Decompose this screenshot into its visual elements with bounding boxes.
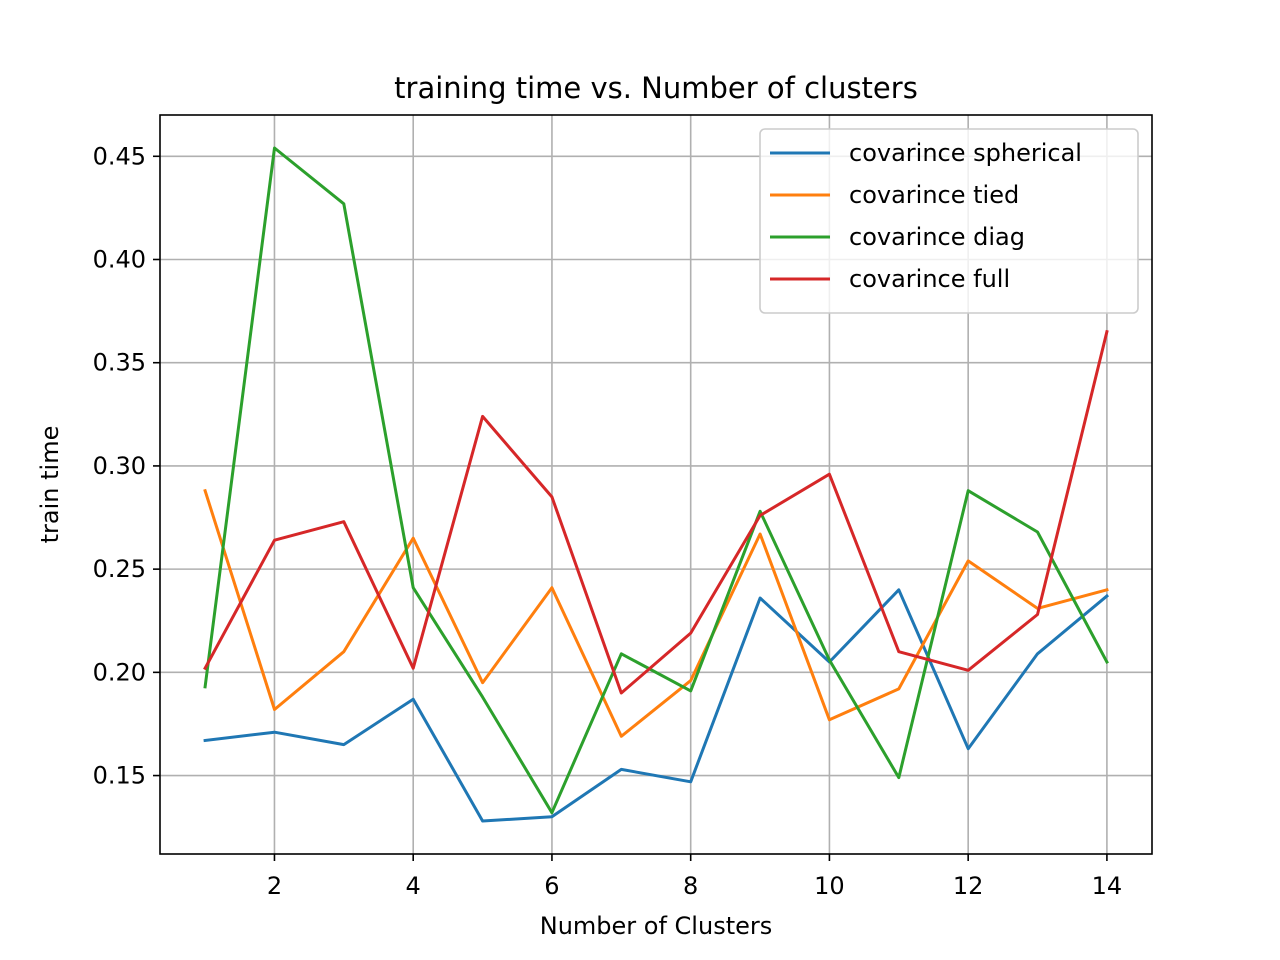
x-tick-label: 8 <box>683 872 698 900</box>
legend-label: covarince spherical <box>849 139 1082 167</box>
series-line-1 <box>203 588 1110 823</box>
y-tick-label: 0.25 <box>93 555 146 583</box>
x-tick-label: 2 <box>267 872 282 900</box>
grid <box>160 115 1152 854</box>
y-axis-label: train time <box>36 426 64 544</box>
y-tick-label: 0.40 <box>93 245 146 273</box>
legend-label: covarince diag <box>849 223 1025 251</box>
legend-entries: covarince spherical covarince tied covarin… <box>770 139 1082 293</box>
series-line-2 <box>203 488 1109 738</box>
plot-frame <box>159 114 1153 855</box>
y-tick-label: 0.15 <box>93 762 146 790</box>
series-lines <box>203 146 1110 823</box>
x-tick-label: 4 <box>406 872 421 900</box>
series-line-4 <box>203 329 1109 695</box>
series-line-3 <box>203 146 1109 815</box>
x-tick-label: 14 <box>1092 872 1123 900</box>
legend-label: covarince tied <box>849 181 1019 209</box>
legend-box <box>759 128 1139 314</box>
y-tick-label: 0.20 <box>93 658 146 686</box>
y-tick-label: 0.30 <box>93 452 146 480</box>
x-tick-label: 12 <box>953 872 984 900</box>
x-tick-label: 10 <box>814 872 845 900</box>
axis-ticks: 2 4 6 8 10 12 14 0.15 0.20 0.25 0.30 0.35 0.40 0.45 <box>93 142 1123 900</box>
y-tick-label: 0.35 <box>93 349 146 377</box>
legend: covarince spherical covarince tied covarin… <box>759 128 1139 314</box>
x-axis-label: Number of Clusters <box>540 912 773 940</box>
y-tick-label: 0.45 <box>93 142 146 170</box>
legend-label: covarince full <box>849 265 1010 293</box>
x-tick-label: 6 <box>544 872 559 900</box>
chart-title: training time vs. Number of clusters <box>394 71 918 105</box>
